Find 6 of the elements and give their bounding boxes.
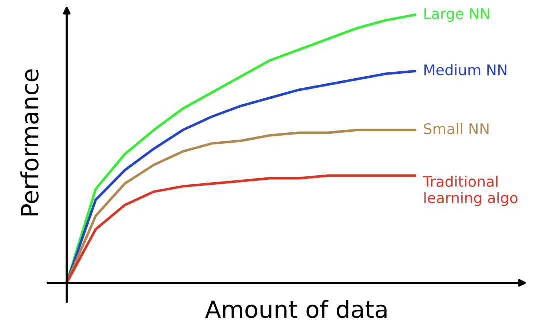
series-label: Medium NN — [424, 64, 507, 76]
y-axis-title: Performance — [20, 70, 39, 216]
series-label: Large NN — [424, 8, 490, 22]
series-label: Traditional learning algo — [423, 176, 518, 206]
series-label: Small NN — [424, 123, 489, 135]
x-axis-title: Amount of data — [205, 300, 387, 318]
